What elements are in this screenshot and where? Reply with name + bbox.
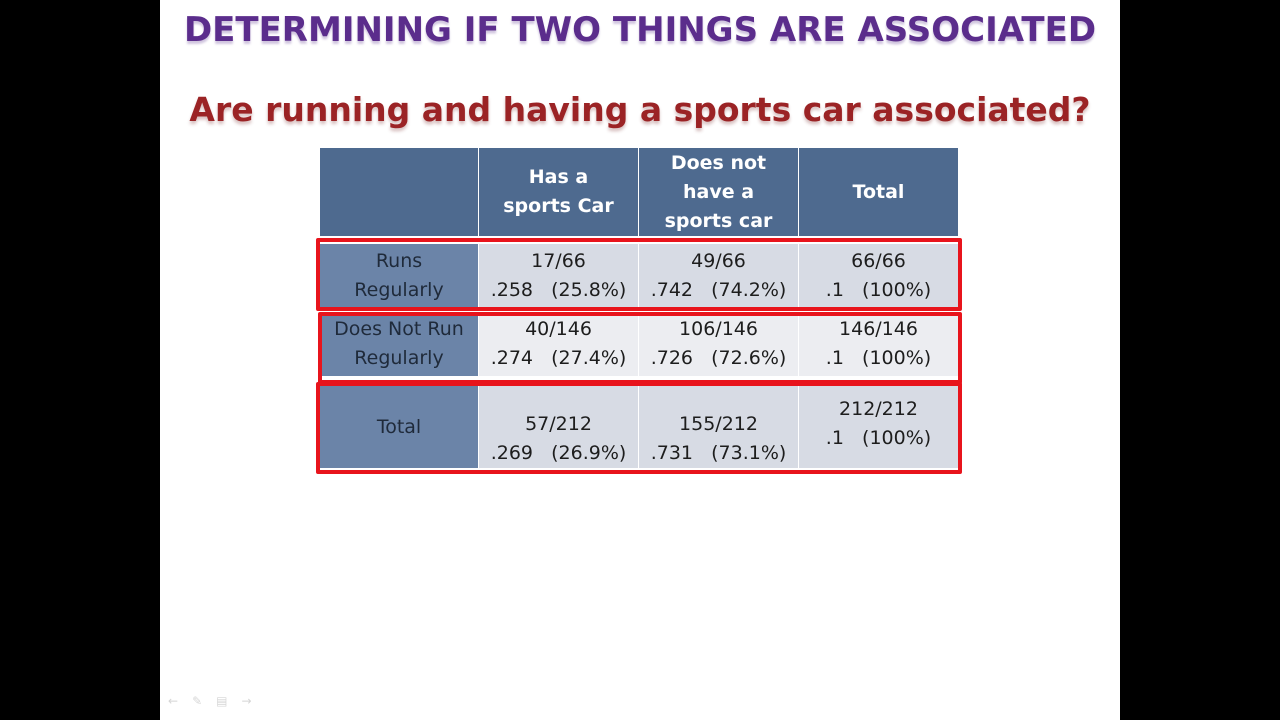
table-header-total: Total — [799, 148, 958, 236]
table-cell: 17/66 .258 (25.8%) — [479, 244, 639, 308]
cell-percent: (27.4%) — [551, 347, 627, 369]
cell-decimal: .742 — [650, 279, 693, 301]
cell-percent: (25.8%) — [551, 279, 627, 301]
table-cell: 66/66 .1 (100%) — [799, 244, 958, 308]
cell-fraction: 106/146 — [679, 318, 758, 340]
cell-percent: (100%) — [862, 279, 932, 301]
row-label-runs-regularly: Runs Regularly — [320, 244, 479, 308]
row-label-total: Total — [320, 386, 479, 468]
cell-decimal: .731 — [650, 442, 693, 464]
table-header-corner — [320, 148, 479, 236]
cell-percent: (26.9%) — [551, 442, 627, 464]
cell-fraction: 57/212 — [525, 413, 592, 435]
cell-decimal: .274 — [490, 347, 533, 369]
cell-decimal: .269 — [490, 442, 533, 464]
table-cell: 146/146 .1 (100%) — [799, 312, 958, 376]
cell-fraction: 212/212 — [839, 398, 918, 420]
cell-percent: (74.2%) — [711, 279, 787, 301]
table-cell: 57/212 .269 (26.9%) — [479, 386, 639, 468]
slide-title: DETERMINING IF TWO THINGS ARE ASSOCIATED — [183, 10, 1097, 50]
slide-subtitle: Are running and having a sports car asso… — [189, 90, 1091, 129]
cell-percent: (73.1%) — [711, 442, 787, 464]
forward-arrow-icon[interactable]: → — [241, 694, 252, 708]
cell-decimal: .258 — [490, 279, 533, 301]
table-cell: 212/212 .1 (100%) — [799, 386, 958, 468]
cell-fraction: 49/66 — [691, 250, 746, 272]
cell-percent: (100%) — [862, 347, 932, 369]
table-cell: 49/66 .742 (74.2%) — [639, 244, 799, 308]
cell-percent: (100%) — [862, 427, 932, 449]
cell-decimal: .1 — [825, 279, 844, 301]
cell-percent: (72.6%) — [711, 347, 787, 369]
cell-fraction: 146/146 — [839, 318, 918, 340]
cell-fraction: 40/146 — [525, 318, 592, 340]
highlight-box-row-total — [316, 382, 962, 474]
cell-fraction: 155/212 — [679, 413, 758, 435]
table-header-no-sports-car: Does not have a sports car — [639, 148, 799, 236]
cell-decimal: .1 — [825, 347, 844, 369]
highlight-box-row-runs — [316, 238, 962, 311]
slideshow-toolbar: ← ✎ ▤ → — [168, 694, 252, 708]
cell-fraction: 66/66 — [851, 250, 906, 272]
row-label-does-not-run-regularly: Does Not Run Regularly — [320, 312, 479, 376]
back-arrow-icon[interactable]: ← — [168, 694, 179, 708]
slide: DETERMINING IF TWO THINGS ARE ASSOCIATED… — [160, 0, 1120, 720]
cell-fraction: 17/66 — [531, 250, 586, 272]
table-cell: 40/146 .274 (27.4%) — [479, 312, 639, 376]
highlight-box-row-does-not-run — [318, 312, 962, 384]
table-cell: 155/212 .731 (73.1%) — [639, 386, 799, 468]
menu-icon[interactable]: ▤ — [216, 694, 228, 708]
pen-icon[interactable]: ✎ — [192, 694, 203, 708]
table-cell: 106/146 .726 (72.6%) — [639, 312, 799, 376]
table-header-has-sports-car: Has a sports Car — [479, 148, 639, 236]
cell-decimal: .1 — [825, 427, 844, 449]
cell-decimal: .726 — [650, 347, 693, 369]
